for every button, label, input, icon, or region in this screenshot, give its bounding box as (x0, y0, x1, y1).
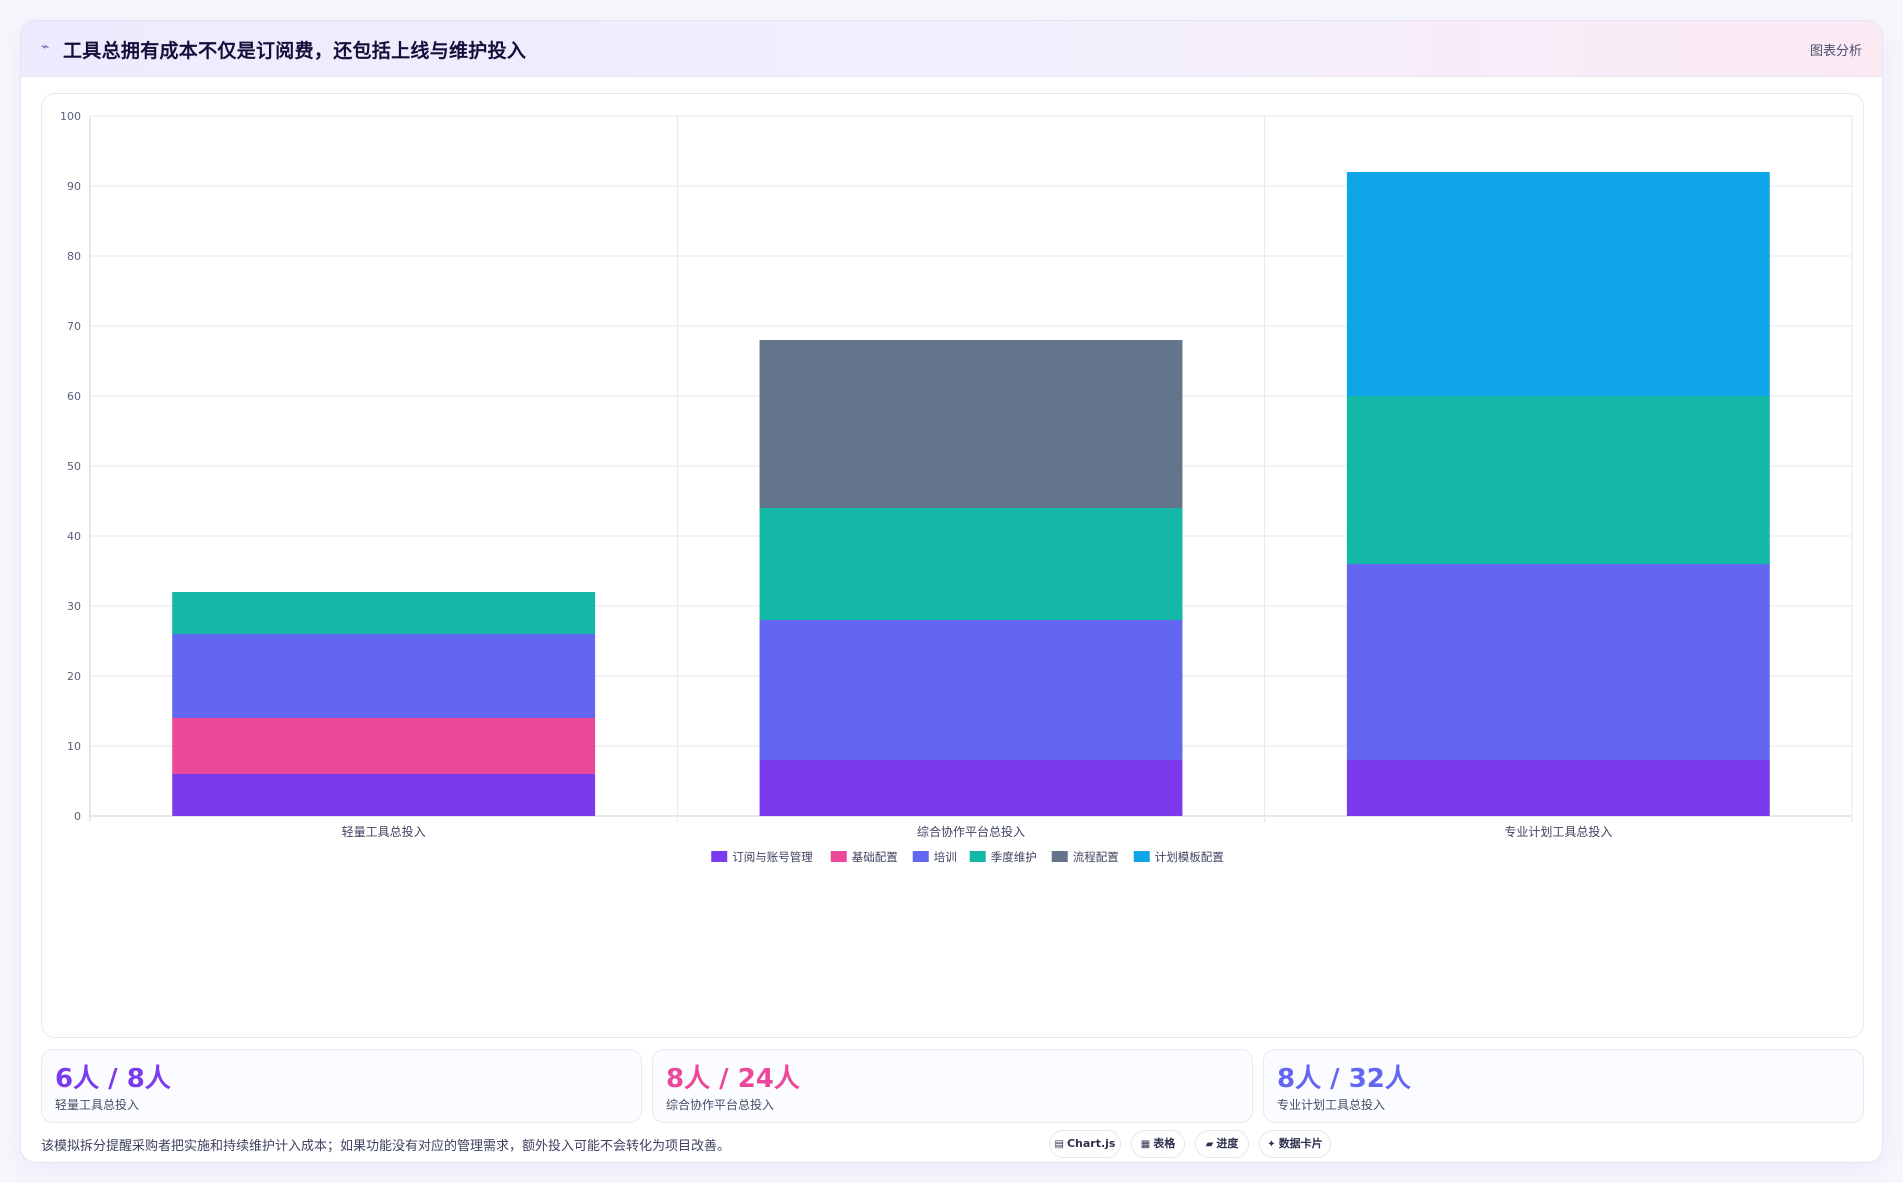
legend-label: 流程配置 (1073, 850, 1119, 864)
stat-label: 综合协作平台总投入 (666, 1098, 775, 1112)
legend-swatch (912, 851, 929, 862)
progress-icon: ▰ (1205, 1139, 1214, 1150)
chart-panel: 0 10 20 30 40 50 60 70 80 90 100 轻量工具总投入 综合协作平台总投入 专业… (41, 93, 1864, 1038)
pill-table[interactable]: ▦ 表格 (1131, 1130, 1185, 1158)
bar-segment (1346, 760, 1770, 816)
legend-label: 季度维护 (991, 850, 1037, 864)
bar-segment (172, 718, 596, 774)
legend-label: 订阅与账号管理 (732, 850, 813, 864)
legend-label: 计划模板配置 (1155, 850, 1224, 864)
header-tag[interactable]: 图表分析 (1809, 44, 1862, 59)
y-tick-label: 50 (67, 460, 81, 473)
y-tick-label: 90 (67, 180, 81, 193)
bar-segment (172, 774, 596, 816)
legend-label: 基础配置 (852, 850, 898, 864)
stat-cards: 6人 / 8人 轻量工具总投入 8人 / 24人 综合协作平台总投入 8人 / … (41, 1049, 1864, 1123)
bar-segment (759, 760, 1183, 816)
bar-segment (1346, 396, 1770, 564)
x-tick-label: 轻量工具总投入 (342, 824, 426, 839)
card-header: ⌁ 工具总拥有成本不仅是订阅费，还包括上线与维护投入 图表分析 (21, 21, 1882, 77)
legend-swatch (1133, 851, 1150, 862)
legend-swatch (830, 851, 847, 862)
sparkle-icon: ⌁ (41, 39, 50, 55)
stat-label: 轻量工具总投入 (55, 1098, 140, 1112)
y-tick-label: 100 (60, 110, 81, 123)
bar-segment (759, 340, 1183, 508)
y-tick-label: 20 (67, 670, 81, 683)
x-tick-label: 综合协作平台总投入 (917, 824, 1025, 839)
pill-label: 进度 (1216, 1137, 1239, 1150)
legend-label: 培训 (934, 850, 957, 864)
y-tick-label: 60 (67, 390, 81, 403)
pill-chartjs[interactable]: ▤ Chart.js (1049, 1130, 1121, 1158)
y-tick-label: 70 (67, 320, 81, 333)
footer-note: 该模拟拆分提醒采购者把实施和持续维护计入成本；如果功能没有对应的管理需求，额外投… (41, 1139, 731, 1154)
y-tick-label: 0 (74, 810, 81, 823)
pill-label: 数据卡片 (1278, 1137, 1323, 1150)
bar-segment (172, 592, 596, 634)
chart-title: 工具总拥有成本不仅是订阅费，还包括上线与维护投入 (63, 40, 527, 62)
y-tick-label: 80 (67, 250, 81, 263)
chart-card: ⌁ 工具总拥有成本不仅是订阅费，还包括上线与维护投入 图表分析 0 10 20 30 4… (20, 20, 1883, 1163)
stat-label: 专业计划工具总投入 (1277, 1098, 1386, 1112)
pill-data-card[interactable]: ✦ 数据卡片 (1259, 1130, 1331, 1158)
bar-segment (172, 634, 596, 718)
stat-value: 8人 / 24人 (666, 1064, 800, 1094)
card-icon: ✦ (1267, 1139, 1276, 1150)
bar-segment (1346, 564, 1770, 760)
legend-swatch (1051, 851, 1068, 862)
chart-icon: ▤ (1054, 1139, 1064, 1150)
stat-card-light: 6人 / 8人 轻量工具总投入 (41, 1049, 642, 1123)
bar-segment (759, 508, 1183, 620)
table-icon: ▦ (1140, 1139, 1151, 1150)
legend-swatch (711, 851, 728, 862)
stat-card-platform: 8人 / 24人 综合协作平台总投入 (652, 1049, 1253, 1123)
pill-progress[interactable]: ▰ 进度 (1195, 1130, 1249, 1158)
stat-value: 6人 / 8人 (55, 1064, 171, 1094)
y-tick-label: 30 (67, 600, 81, 613)
x-tick-label: 专业计划工具总投入 (1504, 824, 1612, 839)
stat-card-pro: 8人 / 32人 专业计划工具总投入 (1263, 1049, 1864, 1123)
legend-swatch (969, 851, 986, 862)
y-tick-label: 10 (67, 740, 81, 753)
stat-value: 8人 / 32人 (1277, 1064, 1411, 1094)
bar-segment (1346, 172, 1770, 396)
y-tick-label: 40 (67, 530, 81, 543)
bar-segment (759, 620, 1183, 760)
pill-label: 表格 (1153, 1137, 1176, 1150)
pill-label: Chart.js (1066, 1137, 1116, 1150)
stacked-bar-chart: 0 10 20 30 40 50 60 70 80 90 100 轻量工具总投入 综合协作平台总投入 专业… (60, 110, 1853, 864)
